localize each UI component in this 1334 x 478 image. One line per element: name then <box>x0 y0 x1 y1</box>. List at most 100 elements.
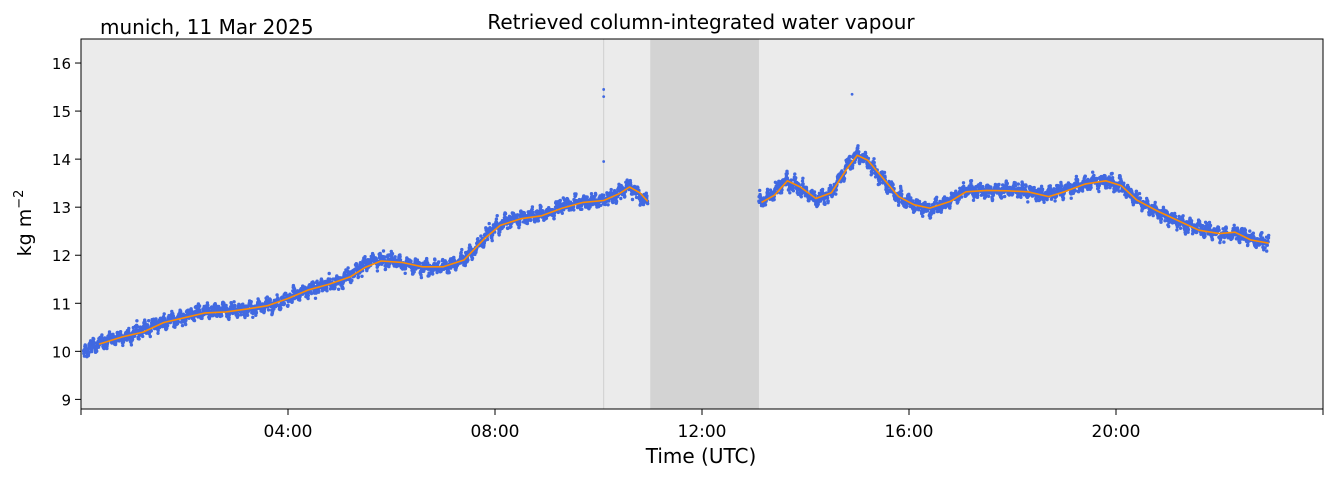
data-point <box>148 334 152 339</box>
data-point <box>196 315 200 319</box>
data-point <box>607 199 611 203</box>
data-point <box>1167 224 1171 229</box>
data-point <box>466 258 470 262</box>
data-point <box>383 267 388 271</box>
data-point <box>1005 181 1009 186</box>
data-point <box>1153 200 1157 205</box>
data-point <box>1073 189 1078 193</box>
data-point <box>897 200 901 205</box>
data-point <box>1080 189 1085 193</box>
data-point <box>574 192 578 196</box>
data-point <box>539 205 543 209</box>
data-point <box>928 215 933 220</box>
data-point <box>156 331 160 335</box>
data-point <box>556 210 560 215</box>
data-point <box>623 194 627 198</box>
data-point <box>257 300 262 304</box>
data-point <box>227 315 231 320</box>
data-point <box>1000 195 1004 199</box>
data-point <box>536 219 541 223</box>
data-point <box>470 256 475 260</box>
data-point <box>381 249 386 253</box>
data-point <box>560 211 564 215</box>
data-point <box>350 278 354 283</box>
data-point <box>909 196 913 200</box>
data-point <box>398 254 402 259</box>
data-point <box>92 341 97 345</box>
data-point <box>891 183 895 187</box>
data-point <box>487 221 491 226</box>
data-point <box>156 328 160 333</box>
data-point <box>197 304 202 308</box>
data-point <box>265 295 269 299</box>
data-point <box>275 293 279 297</box>
data-point <box>899 189 904 193</box>
data-point <box>856 144 860 148</box>
data-point <box>356 275 361 279</box>
data-point <box>233 303 237 308</box>
data-point <box>1110 176 1115 180</box>
data-point <box>220 314 224 318</box>
data-point <box>409 259 413 263</box>
data-point <box>165 323 170 328</box>
data-point <box>387 264 391 269</box>
data-point <box>192 318 197 323</box>
data-point <box>1016 182 1020 186</box>
data-point <box>312 281 316 285</box>
data-point <box>872 160 876 165</box>
data-point <box>517 223 522 227</box>
data-point <box>528 218 533 223</box>
data-point <box>346 266 350 270</box>
data-point <box>1159 217 1164 221</box>
data-point <box>1138 196 1143 200</box>
data-point <box>306 293 310 298</box>
data-point <box>619 196 623 201</box>
data-point <box>286 303 290 307</box>
data-point <box>476 237 480 241</box>
data-point <box>1075 178 1080 182</box>
data-point <box>141 334 145 339</box>
data-point <box>375 269 380 273</box>
data-point <box>282 301 287 306</box>
data-point <box>772 197 776 202</box>
data-point <box>121 343 125 348</box>
data-point <box>135 319 139 323</box>
data-point <box>763 203 768 207</box>
data-point <box>102 346 106 351</box>
data-point <box>239 313 243 317</box>
data-points <box>81 88 1271 359</box>
data-point <box>1042 200 1046 204</box>
data-point <box>425 256 429 261</box>
data-point <box>206 303 210 307</box>
data-point <box>609 187 613 192</box>
data-point <box>793 172 797 176</box>
data-point <box>558 198 562 203</box>
data-point <box>272 307 276 311</box>
data-point <box>969 179 974 183</box>
data-point <box>1013 181 1017 185</box>
data-point <box>599 203 603 207</box>
data-point <box>143 320 147 324</box>
data-point <box>644 191 648 195</box>
data-point <box>1040 187 1045 191</box>
data-point <box>419 273 423 277</box>
data-point <box>935 195 939 199</box>
data-point <box>518 220 522 224</box>
data-point <box>791 189 796 193</box>
data-point <box>645 194 649 198</box>
data-point <box>794 176 798 180</box>
data-point <box>490 238 494 243</box>
data-point <box>646 201 650 206</box>
data-point <box>801 176 805 180</box>
data-point <box>136 325 140 329</box>
data-point <box>1173 214 1178 218</box>
data-point <box>1151 213 1155 218</box>
data-point <box>127 326 131 331</box>
data-point <box>224 303 228 308</box>
data-point <box>149 329 153 333</box>
data-point <box>279 306 283 310</box>
data-point <box>383 255 387 259</box>
data-point <box>535 209 539 213</box>
data-point <box>306 296 310 301</box>
data-point <box>572 208 576 212</box>
